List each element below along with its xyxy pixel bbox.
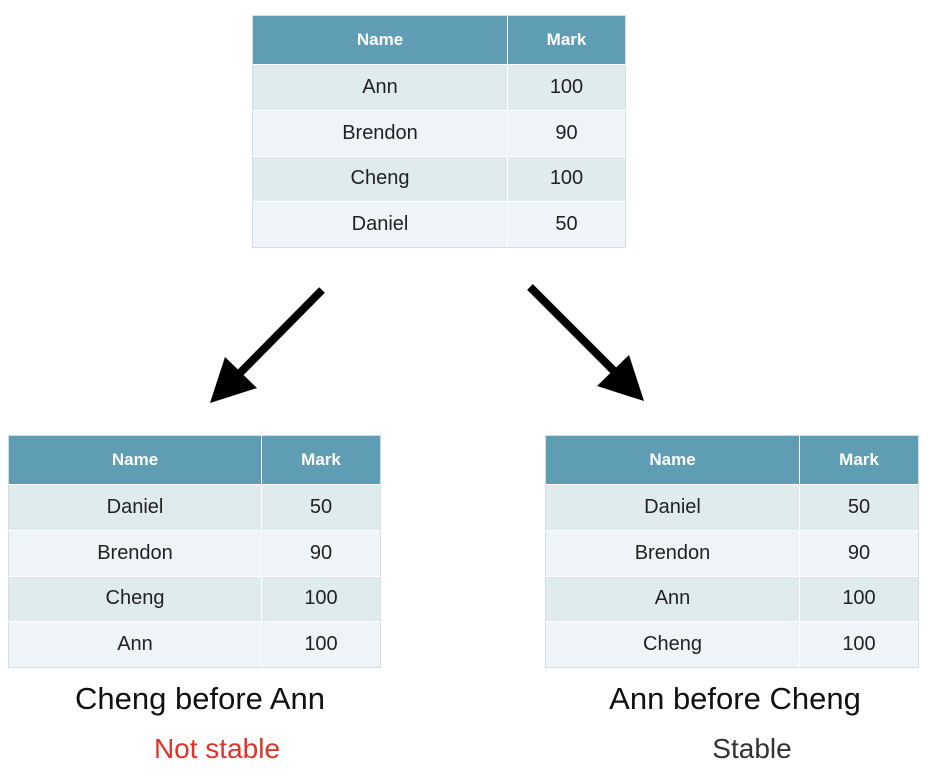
name-cell: Brendon	[252, 109, 508, 156]
table-row: Cheng 100	[545, 621, 919, 668]
name-cell: Ann	[8, 621, 262, 668]
table-row: Daniel 50	[545, 484, 919, 531]
mark-cell: 90	[507, 109, 626, 156]
table-row: Daniel 50	[252, 201, 626, 248]
mark-header: Mark	[507, 15, 626, 65]
name-cell: Ann	[252, 64, 508, 111]
arrow-left-icon	[210, 287, 325, 403]
mark-cell: 90	[799, 529, 919, 576]
name-cell: Daniel	[545, 484, 800, 531]
mark-cell: 100	[507, 64, 626, 111]
input-table: Name Mark Ann 100 Brendon 90 Cheng 100 D…	[252, 15, 626, 248]
mark-cell: 100	[799, 575, 919, 622]
table-row: Daniel 50	[8, 484, 381, 531]
name-cell: Daniel	[8, 484, 262, 531]
name-cell: Daniel	[252, 201, 508, 248]
mark-cell: 50	[799, 484, 919, 531]
name-cell: Brendon	[8, 529, 262, 576]
table-row: Brendon 90	[252, 109, 626, 156]
table-row: Brendon 90	[545, 529, 919, 576]
name-cell: Brendon	[545, 529, 800, 576]
unstable-result-table: Name Mark Daniel 50 Brendon 90 Cheng 100…	[8, 435, 381, 668]
name-header: Name	[8, 435, 262, 485]
arrow-right-icon	[527, 284, 644, 401]
table-row: Cheng 100	[252, 155, 626, 202]
mark-cell: 100	[507, 155, 626, 202]
name-header: Name	[252, 15, 508, 65]
name-cell: Cheng	[252, 155, 508, 202]
name-cell: Cheng	[8, 575, 262, 622]
table-row: Ann 100	[545, 575, 919, 622]
header-row: Name Mark	[545, 435, 919, 485]
mark-cell: 100	[261, 621, 381, 668]
table-row: Brendon 90	[8, 529, 381, 576]
right-caption: Ann before Cheng	[609, 681, 861, 716]
mark-cell: 100	[261, 575, 381, 622]
mark-header: Mark	[799, 435, 919, 485]
table-row: Ann 100	[252, 64, 626, 111]
right-verdict: Stable	[712, 733, 792, 764]
header-row: Name Mark	[252, 15, 626, 65]
left-caption: Cheng before Ann	[75, 681, 325, 716]
mark-cell: 90	[261, 529, 381, 576]
table-row: Ann 100	[8, 621, 381, 668]
name-header: Name	[545, 435, 800, 485]
mark-cell: 50	[507, 201, 626, 248]
name-cell: Ann	[545, 575, 800, 622]
name-cell: Cheng	[545, 621, 800, 668]
header-row: Name Mark	[8, 435, 381, 485]
stable-result-table: Name Mark Daniel 50 Brendon 90 Ann 100 C…	[545, 435, 919, 668]
mark-header: Mark	[261, 435, 381, 485]
table-row: Cheng 100	[8, 575, 381, 622]
left-verdict: Not stable	[153, 733, 281, 764]
mark-cell: 50	[261, 484, 381, 531]
mark-cell: 100	[799, 621, 919, 668]
